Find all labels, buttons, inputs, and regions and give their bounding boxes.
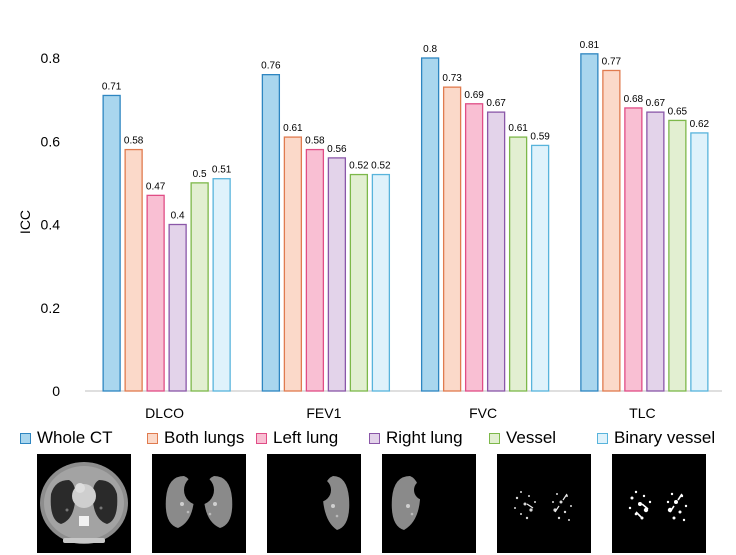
- y-tick-label: 0.4: [41, 217, 61, 233]
- bar: [371, 173, 391, 392]
- data-label: 0.73: [442, 73, 462, 84]
- data-label: 0.8: [423, 44, 437, 55]
- legend-swatch-both-lungs: [147, 432, 158, 444]
- legend-swatch-left-lung: [256, 432, 267, 444]
- thumbnail-vessel: [497, 454, 591, 553]
- bar: [168, 223, 187, 392]
- thumbnail-right-lung: [382, 454, 476, 553]
- bar: [602, 69, 621, 392]
- data-label: 0.61: [508, 123, 528, 134]
- bar: [442, 86, 462, 392]
- bar: [261, 74, 281, 392]
- data-label: 0.47: [146, 181, 166, 192]
- thumbnail-left-lung: [267, 454, 361, 553]
- left-lung-image: [267, 454, 361, 553]
- legend-label-binary-vessel: Binary vessel: [614, 428, 716, 447]
- data-label: 0.67: [486, 98, 506, 109]
- legend-item-both-lungs: Both lungs: [147, 426, 244, 450]
- ct-thumbnail-strip: [0, 454, 736, 555]
- bar: [464, 103, 484, 392]
- whole-ct-image: [37, 454, 131, 553]
- bar: [624, 107, 643, 392]
- legend: Whole CT Both lungs Left lung Right lung…: [20, 426, 730, 450]
- data-label: 0.68: [624, 94, 644, 105]
- legend-label-left-lung: Left lung: [273, 428, 339, 447]
- bar: [580, 53, 599, 392]
- legend-label-both-lungs: Both lungs: [164, 428, 245, 447]
- y-tick-label: 0.6: [41, 133, 61, 149]
- bar: [690, 132, 709, 392]
- bar: [146, 194, 165, 392]
- legend-label-whole-ct: Whole CT: [37, 428, 113, 447]
- legend-item-left-lung: Left lung: [256, 426, 338, 450]
- bar: [420, 57, 440, 392]
- legend-item-binary-vessel: Binary vessel: [597, 426, 715, 450]
- x-tick-label: FVC: [469, 405, 497, 421]
- legend-swatch-vessel: [489, 432, 500, 444]
- bar: [530, 144, 550, 392]
- data-label: 0.69: [464, 90, 484, 101]
- thumbnail-binary-vessel: [612, 454, 706, 553]
- both-lungs-image: [152, 454, 246, 553]
- y-axis-label: ICC: [17, 210, 33, 234]
- data-label: 0.58: [305, 136, 325, 147]
- data-label: 0.71: [102, 81, 122, 92]
- legend-item-whole-ct: Whole CT: [20, 426, 113, 450]
- bar: [349, 173, 369, 392]
- bar: [327, 157, 347, 392]
- bar: [305, 148, 325, 392]
- data-label: 0.67: [646, 98, 666, 109]
- x-tick-label: TLC: [629, 405, 655, 421]
- bar: [102, 94, 121, 392]
- legend-item-vessel: Vessel: [489, 426, 556, 450]
- data-label: 0.4: [171, 211, 185, 222]
- bar: [190, 182, 209, 392]
- bar: [124, 148, 143, 392]
- data-label: 0.77: [602, 56, 622, 67]
- legend-swatch-right-lung: [369, 432, 380, 444]
- legend-swatch-whole-ct: [20, 432, 31, 444]
- data-label: 0.58: [124, 136, 144, 147]
- data-label: 0.65: [668, 106, 688, 117]
- data-label: 0.62: [690, 119, 710, 130]
- y-tick-label: 0.8: [41, 50, 61, 66]
- data-label: 0.61: [283, 123, 303, 134]
- legend-label-vessel: Vessel: [506, 428, 557, 447]
- data-label: 0.59: [530, 131, 550, 142]
- bar: [486, 111, 506, 392]
- x-tick-label: FEV1: [306, 405, 341, 421]
- bar: [646, 111, 665, 392]
- data-label: 0.76: [261, 61, 281, 72]
- x-tick-label: DLCO: [145, 405, 184, 421]
- data-label: 0.56: [327, 144, 347, 155]
- binary-vessel-image: [612, 454, 706, 553]
- legend-label-right-lung: Right lung: [386, 428, 463, 447]
- thumbnail-both-lungs: [152, 454, 246, 553]
- bar: [283, 136, 303, 392]
- y-tick-label: 0.2: [41, 300, 61, 316]
- data-label: 0.52: [349, 161, 369, 172]
- legend-swatch-binary-vessel: [597, 432, 608, 444]
- legend-item-right-lung: Right lung: [369, 426, 463, 450]
- bar: [508, 136, 528, 392]
- data-label: 0.51: [212, 165, 232, 176]
- bar: [212, 178, 231, 392]
- data-label: 0.81: [580, 40, 600, 51]
- data-label: 0.52: [371, 161, 391, 172]
- vessel-image: [497, 454, 591, 553]
- y-tick-label: 0: [52, 383, 60, 399]
- right-lung-image: [382, 454, 476, 553]
- thumbnail-whole-ct: [37, 454, 131, 553]
- bar-chart: 0 0.2 0.4 0.6 0.8 ICC 0.71 0.58 0.47 0.4 0.5 0.51 DL…: [17, 40, 722, 421]
- data-label: 0.5: [193, 169, 207, 180]
- bar: [668, 119, 687, 392]
